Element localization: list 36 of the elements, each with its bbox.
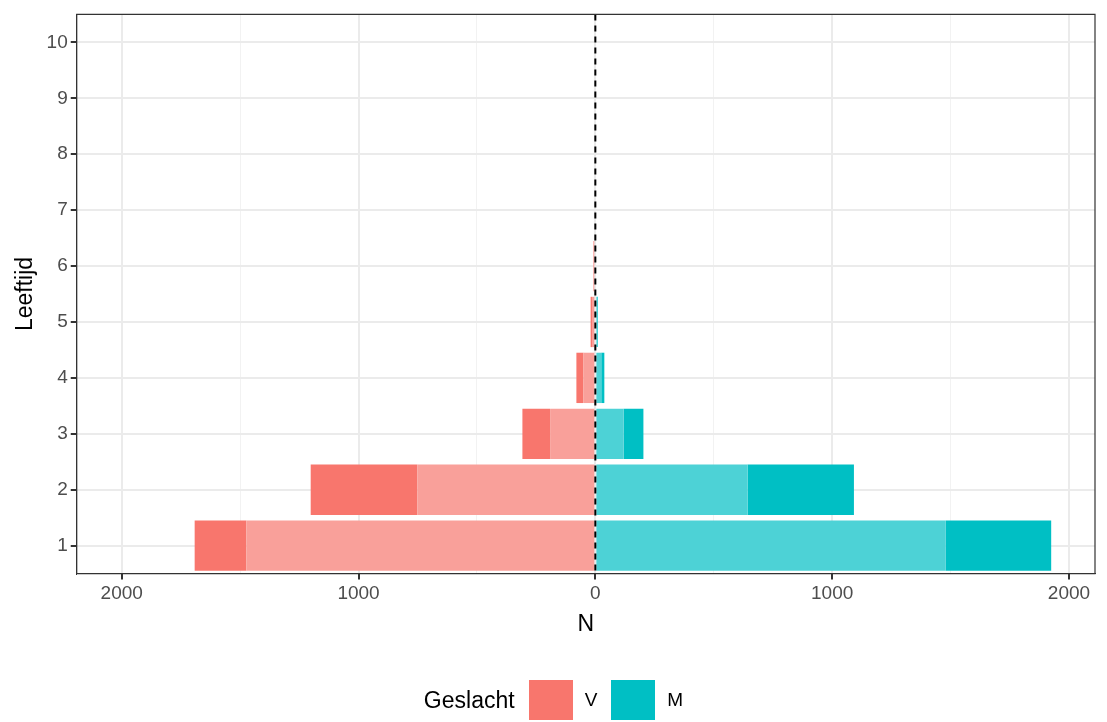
x-tick-label: 2000	[100, 582, 143, 604]
bar	[945, 520, 1052, 571]
y-tick-label: 6	[57, 254, 68, 276]
x-tick-label: 1000	[337, 582, 380, 604]
x-tick-label: 0	[590, 582, 601, 604]
bar	[522, 408, 551, 459]
y-tick-label: 10	[46, 30, 68, 52]
bar	[583, 352, 595, 404]
bar	[623, 408, 644, 459]
legend-title: Geslacht	[423, 686, 515, 714]
bar	[550, 408, 595, 459]
bar	[596, 520, 946, 571]
x-tick-label: 1000	[811, 582, 854, 604]
y-axis-title: Leeftijd	[11, 256, 38, 332]
y-tick-label: 1	[57, 533, 68, 555]
legend-label: V	[584, 689, 598, 711]
bar	[194, 520, 247, 571]
y-tick-label: 9	[57, 86, 68, 108]
bar	[596, 464, 748, 515]
y-tick-label: 7	[57, 198, 68, 220]
bar	[747, 464, 854, 515]
y-tick-label: 3	[57, 422, 68, 444]
bar	[596, 352, 602, 404]
bar	[596, 408, 624, 459]
y-tick-label: 5	[57, 310, 68, 332]
bar	[246, 520, 595, 571]
x-tick-label: 2000	[1047, 582, 1091, 604]
bar	[576, 352, 584, 404]
bar	[417, 464, 595, 515]
bar	[601, 352, 605, 404]
x-axis-title: N	[577, 609, 595, 636]
y-tick-label: 8	[57, 142, 68, 164]
legend-label: M	[667, 689, 684, 711]
bar	[310, 464, 418, 515]
y-tick-label: 2	[57, 477, 68, 499]
y-tick-label: 4	[57, 366, 69, 388]
